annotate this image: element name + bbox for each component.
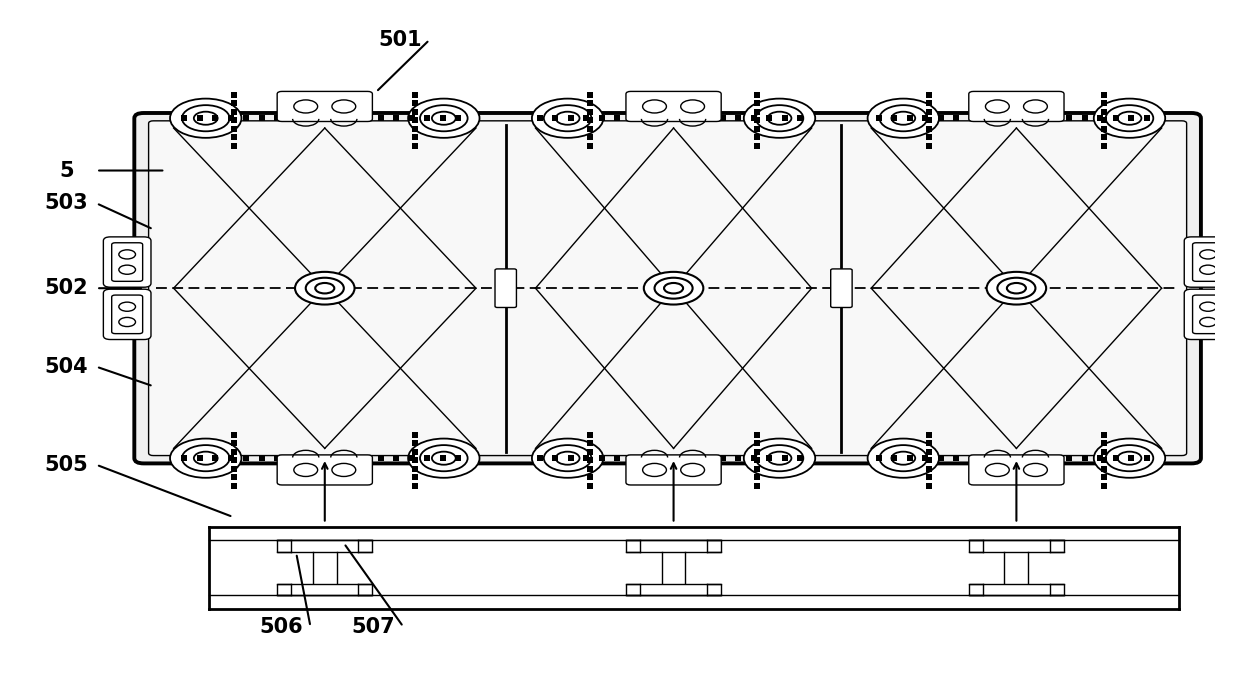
Circle shape [997, 278, 1035, 299]
Circle shape [744, 99, 815, 138]
Circle shape [868, 99, 939, 138]
Circle shape [182, 105, 229, 131]
Text: 506: 506 [259, 617, 303, 637]
Text: 504: 504 [45, 357, 88, 377]
Circle shape [868, 439, 939, 478]
Circle shape [556, 452, 579, 464]
Circle shape [1023, 463, 1048, 477]
Circle shape [193, 112, 218, 125]
Circle shape [1106, 445, 1153, 471]
Circle shape [420, 105, 467, 131]
Circle shape [986, 463, 1009, 477]
Circle shape [642, 100, 666, 113]
Circle shape [332, 100, 356, 113]
Text: 502: 502 [45, 279, 88, 298]
Circle shape [655, 278, 693, 299]
Circle shape [182, 445, 229, 471]
FancyBboxPatch shape [626, 455, 722, 485]
Circle shape [1106, 105, 1153, 131]
Circle shape [681, 100, 704, 113]
FancyBboxPatch shape [1184, 237, 1231, 287]
Circle shape [119, 265, 135, 274]
Circle shape [768, 112, 791, 125]
FancyBboxPatch shape [968, 455, 1064, 485]
FancyBboxPatch shape [1184, 289, 1231, 340]
Circle shape [556, 112, 579, 125]
Bar [278, 540, 372, 552]
FancyBboxPatch shape [495, 269, 516, 308]
Circle shape [119, 317, 135, 327]
Circle shape [755, 445, 804, 471]
Circle shape [986, 100, 1009, 113]
Circle shape [755, 105, 804, 131]
Circle shape [408, 99, 480, 138]
Bar [968, 540, 1064, 552]
FancyBboxPatch shape [278, 455, 372, 485]
Circle shape [1094, 99, 1166, 138]
FancyBboxPatch shape [103, 237, 151, 287]
Circle shape [1094, 439, 1166, 478]
Circle shape [295, 272, 355, 304]
Circle shape [119, 302, 135, 311]
Circle shape [544, 105, 591, 131]
Circle shape [681, 463, 704, 477]
Circle shape [1200, 302, 1216, 311]
Circle shape [879, 445, 928, 471]
Circle shape [1117, 112, 1141, 125]
Circle shape [408, 439, 480, 478]
Circle shape [644, 272, 703, 304]
FancyBboxPatch shape [134, 113, 1200, 463]
Bar [968, 584, 1064, 595]
FancyBboxPatch shape [1193, 242, 1224, 281]
FancyBboxPatch shape [278, 91, 372, 121]
Circle shape [532, 439, 604, 478]
Text: 5: 5 [60, 161, 73, 180]
Circle shape [332, 463, 356, 477]
Circle shape [432, 452, 456, 464]
Circle shape [665, 283, 683, 294]
Text: 505: 505 [45, 455, 88, 475]
Circle shape [744, 439, 815, 478]
Circle shape [170, 439, 242, 478]
Circle shape [294, 463, 317, 477]
Circle shape [1117, 452, 1141, 464]
Circle shape [1200, 250, 1216, 259]
Circle shape [1200, 265, 1216, 274]
FancyBboxPatch shape [968, 91, 1064, 121]
Circle shape [1023, 100, 1048, 113]
Circle shape [315, 283, 335, 294]
FancyBboxPatch shape [112, 295, 143, 334]
Circle shape [1007, 283, 1025, 294]
Circle shape [432, 112, 456, 125]
FancyBboxPatch shape [149, 121, 1187, 456]
Circle shape [642, 463, 666, 477]
FancyBboxPatch shape [1193, 295, 1224, 334]
Bar [626, 584, 722, 595]
Bar [278, 584, 372, 595]
Circle shape [294, 100, 317, 113]
FancyBboxPatch shape [112, 242, 143, 281]
Circle shape [892, 112, 915, 125]
Circle shape [987, 272, 1047, 304]
FancyBboxPatch shape [831, 269, 852, 308]
Text: 501: 501 [378, 30, 422, 50]
Circle shape [544, 445, 591, 471]
Text: 507: 507 [352, 617, 396, 637]
Circle shape [879, 105, 928, 131]
Text: 503: 503 [45, 193, 88, 213]
Circle shape [892, 452, 915, 464]
Bar [626, 540, 722, 552]
FancyBboxPatch shape [103, 289, 151, 340]
Circle shape [1200, 317, 1216, 327]
Circle shape [193, 452, 218, 464]
Circle shape [170, 99, 242, 138]
Circle shape [119, 250, 135, 259]
Circle shape [768, 452, 791, 464]
Circle shape [532, 99, 604, 138]
Circle shape [306, 278, 343, 299]
Circle shape [420, 445, 467, 471]
FancyBboxPatch shape [626, 91, 722, 121]
